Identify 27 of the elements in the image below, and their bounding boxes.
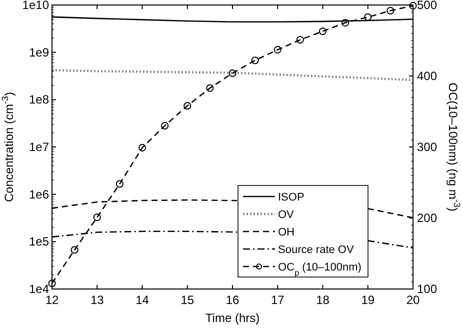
x-tick-label: 14 bbox=[136, 293, 150, 307]
y2-tick-label: 300 bbox=[417, 140, 438, 154]
x-tick-label: 20 bbox=[406, 293, 420, 307]
y2-tick-label: 200 bbox=[417, 211, 438, 225]
x-tick-label: 12 bbox=[45, 293, 59, 307]
x-tick-label: 18 bbox=[316, 293, 330, 307]
x-tick-label: 17 bbox=[270, 293, 285, 307]
legend-label: ISOP bbox=[278, 192, 304, 204]
y2-tick-label: 400 bbox=[417, 69, 438, 83]
y-tick-label: 1e5 bbox=[28, 234, 50, 249]
legend-label: OH bbox=[278, 226, 295, 238]
y-tick-label: 1e10 bbox=[22, 0, 50, 12]
y2-tick-label: 100 bbox=[417, 282, 438, 296]
y-tick-label: 1e6 bbox=[28, 187, 50, 202]
legend-label: OC$_{p}$ (10–100nm) bbox=[278, 262, 362, 277]
y-tick-label: 1e7 bbox=[28, 140, 50, 154]
x-tick-label: 15 bbox=[180, 293, 194, 307]
legend-label: Source rate OV bbox=[278, 244, 354, 256]
y-tick-label: 1e9 bbox=[28, 45, 50, 60]
y2-tick-label: 500 bbox=[417, 0, 438, 12]
x-tick-label: 16 bbox=[226, 293, 240, 307]
y-tick-label: 1e8 bbox=[28, 92, 50, 107]
x-axis-title: Time (hrs) bbox=[205, 311, 260, 325]
x-tick-label: 19 bbox=[361, 293, 375, 307]
x-tick-label: 13 bbox=[90, 293, 104, 307]
legend-label: OV bbox=[278, 209, 295, 221]
y-tick-label: 1e4 bbox=[28, 282, 50, 296]
